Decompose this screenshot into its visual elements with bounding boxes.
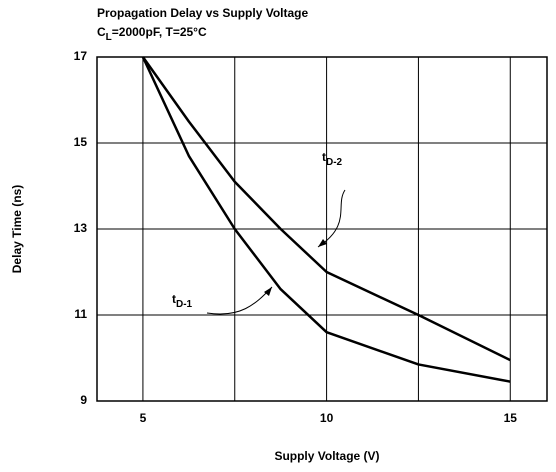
- annotation-arrow: [206, 286, 273, 315]
- series-label-sub: D-2: [326, 157, 343, 168]
- x-tick-label: 10: [320, 411, 334, 425]
- series-label: tD-1: [172, 292, 193, 309]
- y-tick-label: 17: [74, 49, 88, 63]
- plot-frame: [96, 56, 548, 402]
- series-line: [141, 56, 511, 383]
- chart-title: Propagation Delay vs Supply Voltage: [97, 6, 308, 20]
- x-tick-label: 15: [504, 411, 518, 425]
- y-tick-label: 13: [74, 221, 88, 235]
- series-label-main: t: [172, 292, 176, 306]
- arrow-head: [264, 287, 272, 296]
- x-axis-label: Supply Voltage (V): [274, 449, 379, 463]
- series-line: [141, 56, 511, 362]
- series-label-main: t: [322, 150, 326, 164]
- x-tick-label: 5: [140, 411, 147, 425]
- chart-subtitle: CL=2000pF, T=25°C: [97, 25, 207, 42]
- y-tick-label: 11: [74, 307, 87, 321]
- series-label: tD-2: [322, 150, 343, 167]
- arrow-head: [318, 239, 327, 247]
- series-label-sub: D-1: [176, 299, 193, 310]
- y-tick-label: 9: [80, 393, 87, 407]
- y-tick-label: 15: [74, 135, 88, 149]
- annotation-arrow: [317, 189, 346, 248]
- y-axis-label: Delay Time (ns): [10, 185, 24, 273]
